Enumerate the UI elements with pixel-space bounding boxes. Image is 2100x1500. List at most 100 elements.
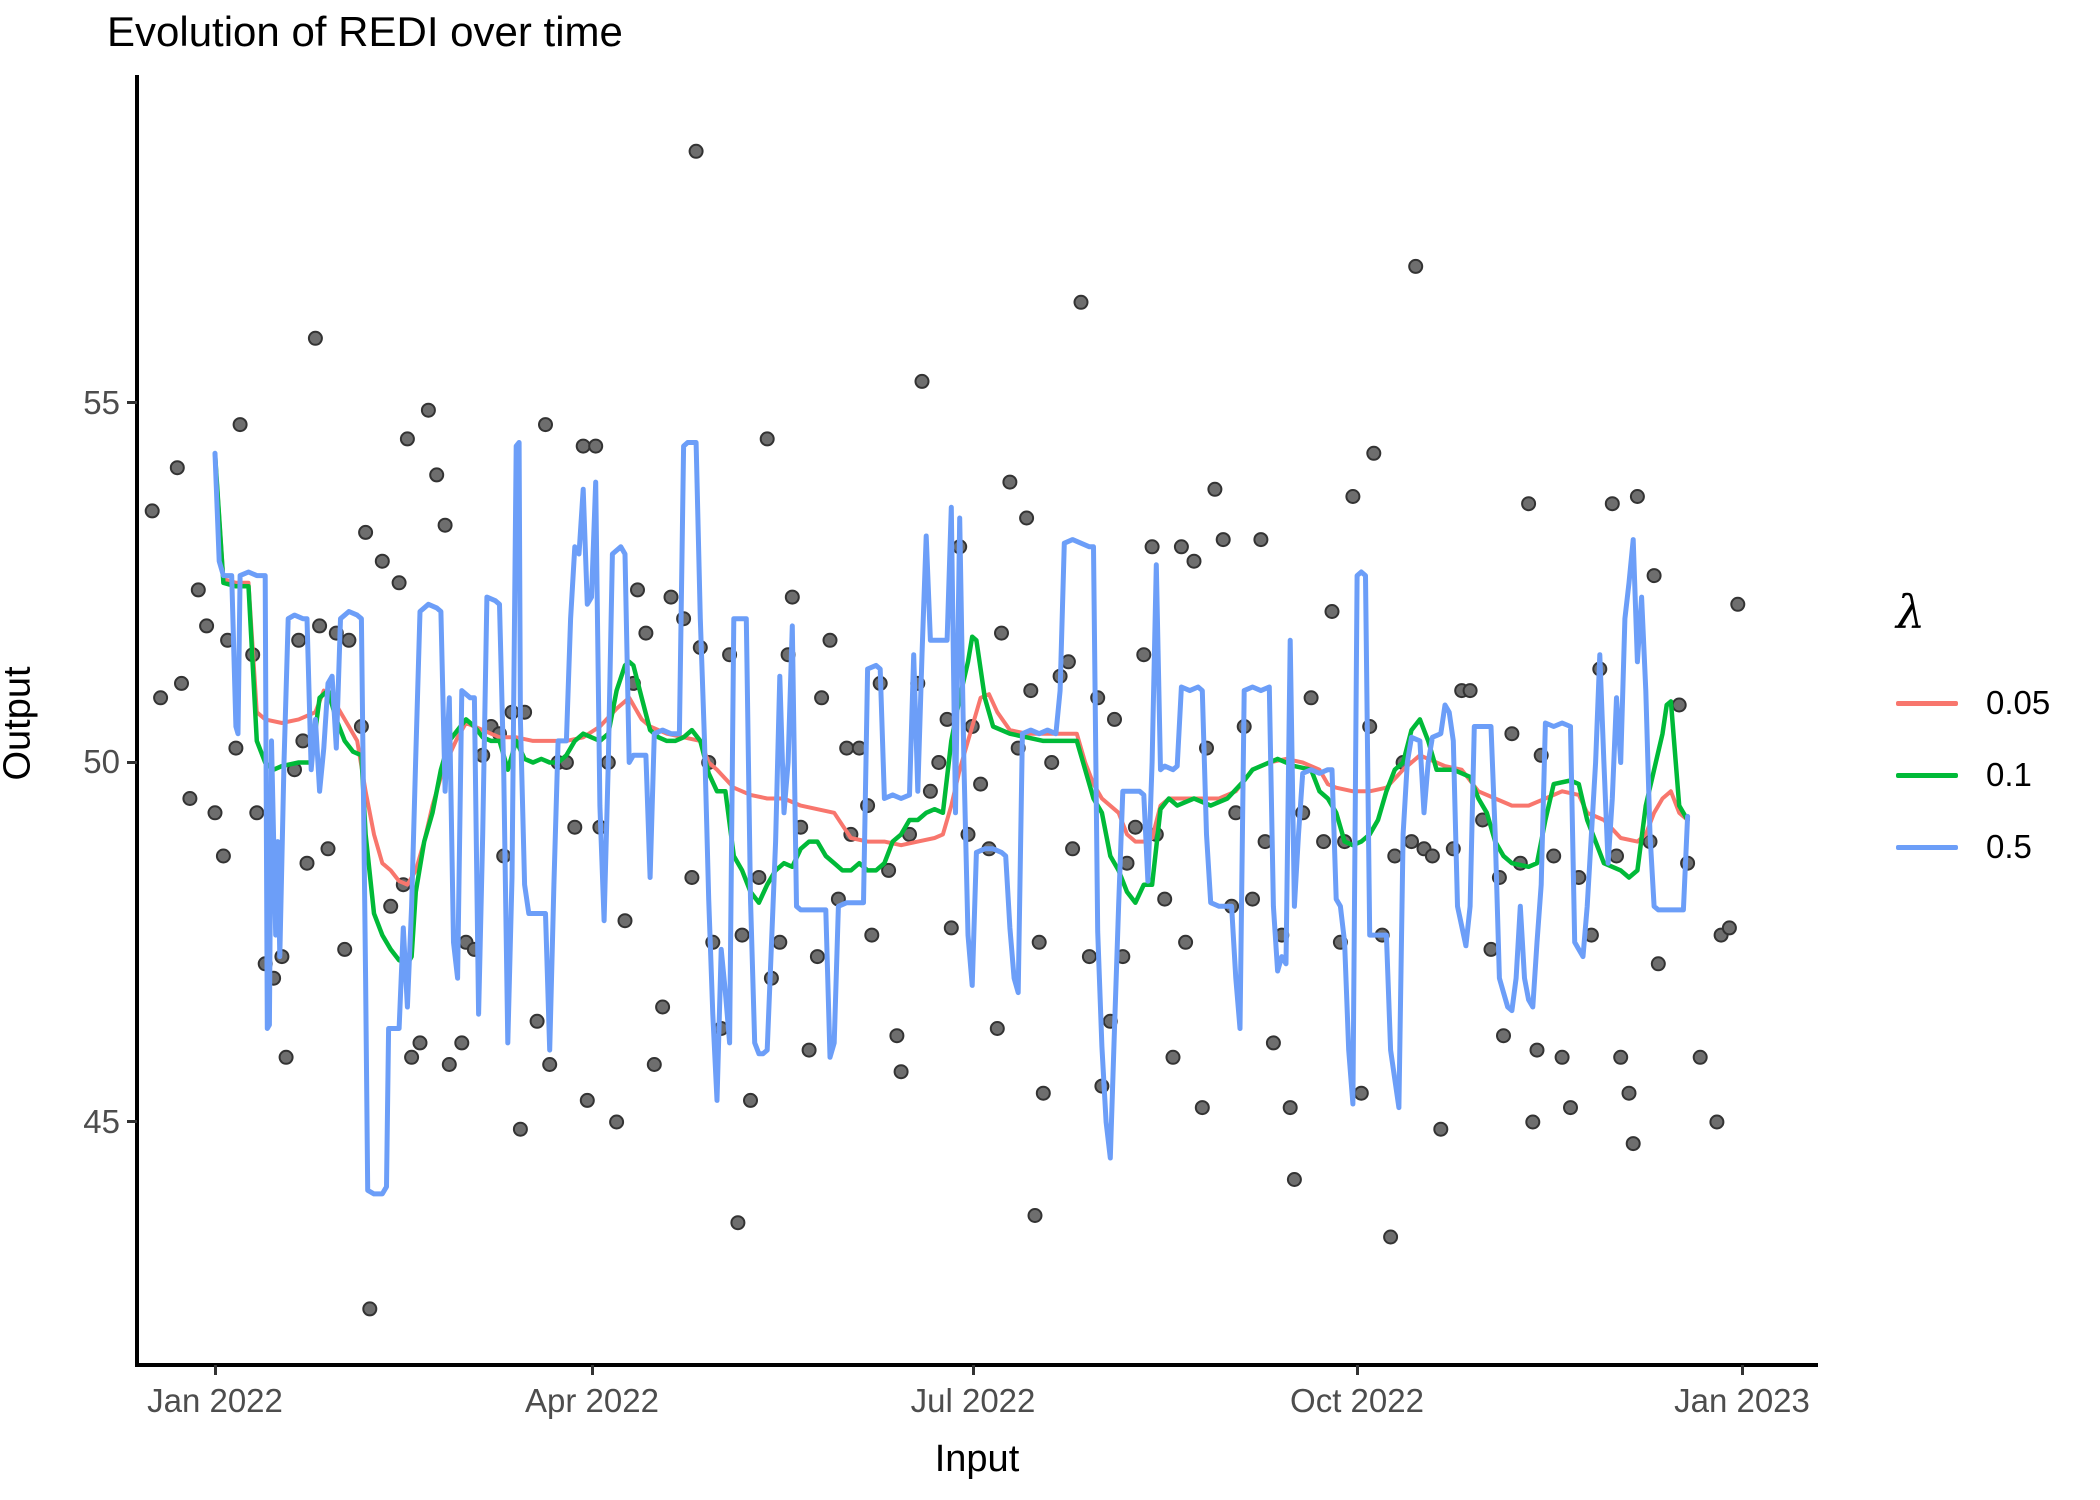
scatter-point (814, 690, 830, 706)
scatter-point (801, 1042, 817, 1058)
scatter-point (1671, 697, 1687, 713)
scatter-point (730, 1215, 746, 1231)
scatter-point (228, 740, 244, 756)
scatter-point (1462, 683, 1478, 699)
scatter-point (1157, 891, 1173, 907)
scatter-point (1433, 1121, 1449, 1137)
scatter-point (341, 632, 357, 648)
scatter-point (399, 431, 415, 447)
scatter-point (454, 1035, 470, 1051)
scatter-point (299, 855, 315, 871)
scatter-point (893, 1064, 909, 1080)
x-tick-mark (1356, 1365, 1359, 1375)
scatter-point (1031, 934, 1047, 950)
scatter-point (1027, 1208, 1043, 1223)
scatter-point (153, 690, 169, 706)
x-tick-mark (591, 1365, 594, 1375)
scatter-point (1186, 553, 1202, 569)
scatter-point (362, 1301, 378, 1317)
x-tick-label-oct2022: Oct 2022 (1290, 1382, 1424, 1419)
scatter-point (512, 1121, 528, 1137)
scatter-point (579, 1092, 595, 1108)
scatter-point (1044, 755, 1060, 770)
scatter-point (1629, 489, 1645, 504)
x-tick-mark (1741, 1365, 1744, 1375)
scatter-point (759, 431, 775, 447)
scatter-point (1345, 489, 1361, 504)
chart-title: Evolution of REDI over time (107, 8, 623, 55)
scatter-point (404, 1049, 420, 1065)
scatter-point (1730, 596, 1746, 612)
scatter-point (374, 553, 390, 569)
x-tick-label-jan2022: Jan 2022 (147, 1382, 283, 1419)
scatter-point (1609, 848, 1624, 864)
legend-line-swatch (1896, 700, 1958, 706)
scatter-point (1081, 949, 1097, 965)
scatter-point (295, 733, 311, 749)
scatter-point (199, 618, 215, 634)
scatter-point (320, 841, 336, 857)
scatter-point (1144, 539, 1160, 555)
scatter-point (839, 740, 855, 756)
y-tick-label-55: 55 (83, 384, 120, 421)
scatter-point (1060, 654, 1076, 670)
scatter-point (1065, 841, 1081, 857)
scatter-point (1408, 258, 1424, 274)
scatter-point (630, 582, 645, 598)
scatter-point (973, 776, 989, 792)
scatter-point (922, 783, 938, 799)
scatter-point (1604, 496, 1620, 512)
scatter-point (1625, 1136, 1641, 1152)
scatter-point (663, 589, 679, 605)
legend-entry-0.5: 0.5 (1896, 811, 2096, 883)
scatter-point (1245, 891, 1260, 907)
scatter-point (1303, 690, 1319, 706)
scatter-point (1215, 532, 1231, 548)
legend-entry-label: 0.5 (1986, 828, 2032, 865)
scatter-point (1194, 1100, 1210, 1116)
scatter-point (412, 1035, 428, 1051)
scatter-point (358, 524, 374, 540)
scatter-point (1253, 532, 1269, 548)
scatter-point (1496, 1028, 1511, 1044)
scatter-point (1721, 920, 1737, 936)
scatter-point (772, 934, 788, 950)
scatter-point (529, 1013, 545, 1029)
x-tick-label-jan2023: Jan 2023 (1674, 1382, 1810, 1419)
x-tick-label-apr2022: Apr 2022 (525, 1382, 659, 1419)
scatter-point (1127, 819, 1143, 835)
trend-lines-layer (212, 440, 1691, 1197)
scatter-point (575, 438, 591, 454)
y-tick-mark (127, 761, 137, 764)
scatter-point (1483, 941, 1499, 957)
scatter-point (420, 402, 436, 418)
scatter-point (1035, 1085, 1051, 1101)
scatter-point (646, 1057, 662, 1072)
y-tick-label-50: 50 (83, 743, 120, 780)
scatter-point (939, 711, 955, 727)
scatter-point (1019, 510, 1035, 526)
scatter-point (391, 575, 407, 591)
scatter-point (1023, 683, 1039, 699)
scatter-point (1387, 848, 1403, 864)
y-tick-mark (127, 401, 137, 404)
scatter-point (1621, 1085, 1637, 1101)
scatter-point (822, 632, 838, 648)
scatter-point (1650, 956, 1666, 972)
scatter-point (190, 582, 206, 598)
scatter-point (215, 848, 231, 864)
scatter-point (182, 791, 198, 806)
scatter-point (1563, 1100, 1578, 1116)
scatter-point (1173, 539, 1189, 555)
scatter-point (278, 1049, 294, 1065)
legend-line-swatch (1896, 772, 1958, 778)
scatter-point (1383, 1229, 1399, 1245)
scatter-point (1525, 1114, 1541, 1130)
scatter-point (1504, 726, 1520, 742)
scatter-point (429, 467, 445, 483)
legend: λ 0.05 0.1 0.5 (1896, 585, 2096, 883)
scatter-point (734, 927, 750, 943)
legend-entry-0.05: 0.05 (1896, 667, 2096, 739)
